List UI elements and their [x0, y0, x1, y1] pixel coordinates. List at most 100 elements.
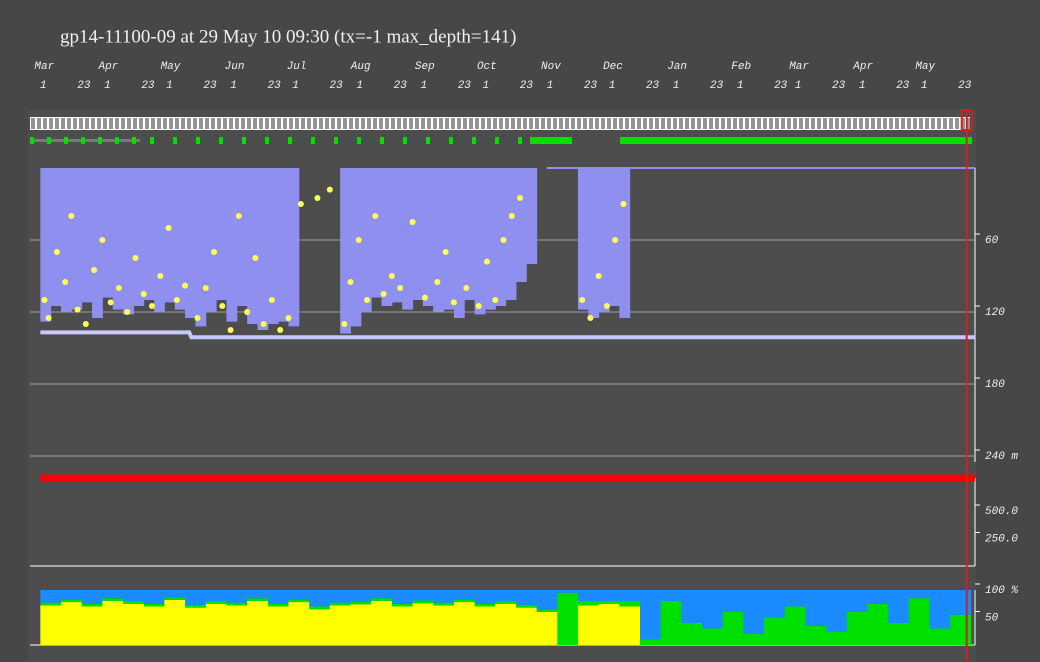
strip-box: [853, 118, 857, 129]
strip-box: [469, 118, 473, 129]
stacked-bar: [577, 590, 600, 601]
strip-box: [253, 118, 257, 129]
depth-point: [99, 237, 106, 243]
depth-bar: [464, 168, 476, 300]
strip-box: [265, 118, 269, 129]
depth-point: [341, 321, 348, 327]
x-tick-label: 23: [710, 80, 724, 92]
stacked-bar: [867, 590, 889, 604]
strip-box: [937, 118, 941, 129]
depth-point: [165, 225, 172, 231]
stacked-bar: [350, 601, 372, 605]
stacked-bar: [205, 590, 227, 601]
status-segment: [449, 137, 453, 144]
x-tick-label: 1: [609, 80, 616, 92]
depth-point: [285, 315, 292, 321]
strip-box: [511, 118, 515, 129]
strip-box: [283, 118, 287, 129]
depth-point: [347, 279, 354, 285]
depth-point: [82, 321, 89, 327]
strip-box: [757, 118, 761, 129]
strip-box: [583, 118, 587, 129]
month-label: Aug: [350, 61, 371, 73]
stacked-bar: [81, 590, 103, 604]
strip-box: [379, 118, 383, 129]
stacked-bar: [226, 590, 248, 603]
depth-point: [587, 315, 594, 321]
status-segment: [530, 137, 572, 144]
x-tick-label: 23: [267, 80, 281, 92]
depth-point: [182, 282, 189, 289]
x-tick-label: 23: [896, 80, 910, 92]
x-tick-label: 1: [356, 80, 363, 92]
strip-box: [205, 118, 209, 129]
status-segment: [357, 137, 361, 144]
depth-bar: [288, 168, 300, 327]
depth-point: [235, 213, 242, 219]
strip-box: [319, 118, 323, 129]
strip-box: [415, 118, 419, 129]
depth-point: [483, 258, 490, 265]
strip-box: [445, 118, 449, 129]
stacked-bar: [391, 606, 414, 645]
strip-box: [115, 118, 119, 129]
stacked-bar: [102, 590, 124, 599]
stacked-bar: [267, 590, 289, 604]
stacked-bar: [515, 604, 538, 608]
depth-bar: [402, 168, 414, 310]
stacked-bar: [598, 603, 620, 645]
stacked-bar: [40, 602, 62, 606]
stacked-bar: [61, 602, 83, 645]
depth-point: [149, 303, 156, 309]
depth-bar: [526, 168, 538, 264]
depth-bar: [81, 168, 93, 303]
stacked-bar: [371, 598, 393, 601]
strip-box: [385, 118, 389, 129]
depth-point: [442, 249, 449, 255]
stacked-bar: [598, 590, 620, 601]
depth-bar: [61, 168, 72, 312]
depth-point: [326, 186, 333, 193]
y-tick-label: 100 %: [985, 585, 1019, 597]
strip-box: [157, 118, 161, 129]
stacked-bar: [81, 603, 103, 607]
strip-box: [541, 118, 545, 129]
x-tick-label: 23: [77, 80, 91, 92]
strip-box: [883, 118, 887, 129]
strip-box: [97, 118, 101, 129]
depth-bar: [257, 168, 269, 330]
stacked-bar: [929, 628, 951, 645]
depth-bar: [412, 168, 424, 300]
depth-point: [492, 297, 499, 303]
stacked-bar: [81, 606, 103, 645]
stacked-bar: [267, 603, 289, 607]
stacked-bar: [846, 590, 868, 612]
stacked-bar: [619, 606, 641, 645]
depth-point: [579, 297, 586, 303]
stacked-bar: [226, 605, 248, 645]
status-segment: [288, 137, 292, 144]
strip-box: [601, 118, 605, 129]
depth-point: [62, 279, 69, 285]
stacked-bar: [557, 590, 579, 593]
strip-box: [433, 118, 437, 129]
strip-box: [139, 118, 143, 129]
stacked-bar: [143, 603, 165, 607]
stacked-bar: [350, 590, 372, 602]
stacked-bar: [61, 590, 83, 600]
depth-point: [500, 237, 507, 243]
depth-point: [297, 201, 304, 207]
strip-box: [349, 118, 353, 129]
depth-point: [603, 303, 610, 309]
stacked-bar: [433, 590, 455, 603]
status-segment: [620, 137, 972, 144]
stacked-bar: [619, 601, 641, 607]
stacked-bar: [536, 590, 558, 610]
strip-box: [703, 118, 707, 129]
month-label: Mar: [789, 61, 809, 73]
stacked-bar: [784, 590, 806, 607]
stacked-bar: [247, 590, 269, 599]
stacked-bar: [309, 606, 331, 610]
strip-box: [805, 118, 809, 129]
